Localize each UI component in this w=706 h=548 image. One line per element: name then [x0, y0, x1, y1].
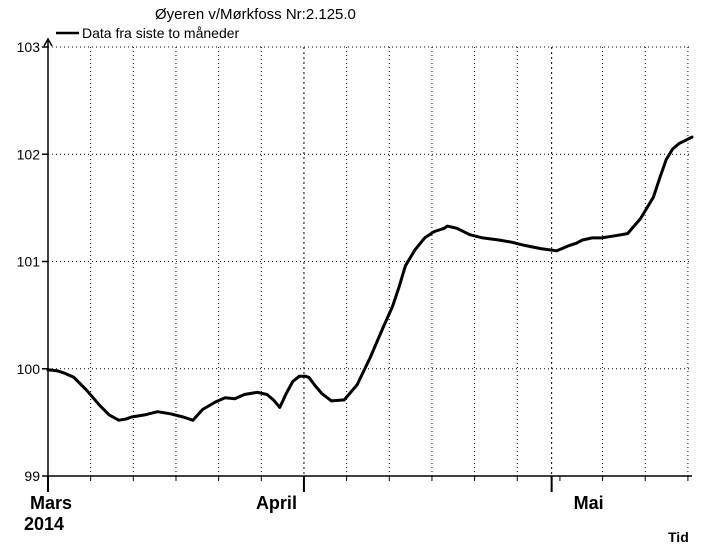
chart-title: Øyeren v/Mørkfoss Nr:2.125.0 — [155, 6, 356, 23]
series-line — [46, 135, 694, 422]
grid — [48, 46, 692, 476]
y-tick-label: 100 — [17, 361, 41, 377]
y-axis-ticks: 99 100 101 102 103 — [17, 39, 48, 484]
axes — [43, 37, 692, 477]
x-axis-ticks: Mars April Mai — [30, 476, 689, 513]
x-month-label: April — [256, 493, 297, 513]
y-tick-label: 103 — [17, 39, 41, 55]
x-year-label: 2014 — [24, 514, 64, 534]
legend-label: Data fra siste to måneder — [82, 25, 240, 41]
y-axis-arrow — [43, 37, 53, 47]
x-month-label: Mars — [30, 493, 72, 513]
x-axis-label: Tid — [668, 529, 689, 545]
y-tick-label: 101 — [17, 254, 41, 270]
y-tick-label: 102 — [17, 146, 41, 162]
x-month-label: Mai — [574, 493, 604, 513]
y-tick-label: 99 — [24, 468, 40, 484]
